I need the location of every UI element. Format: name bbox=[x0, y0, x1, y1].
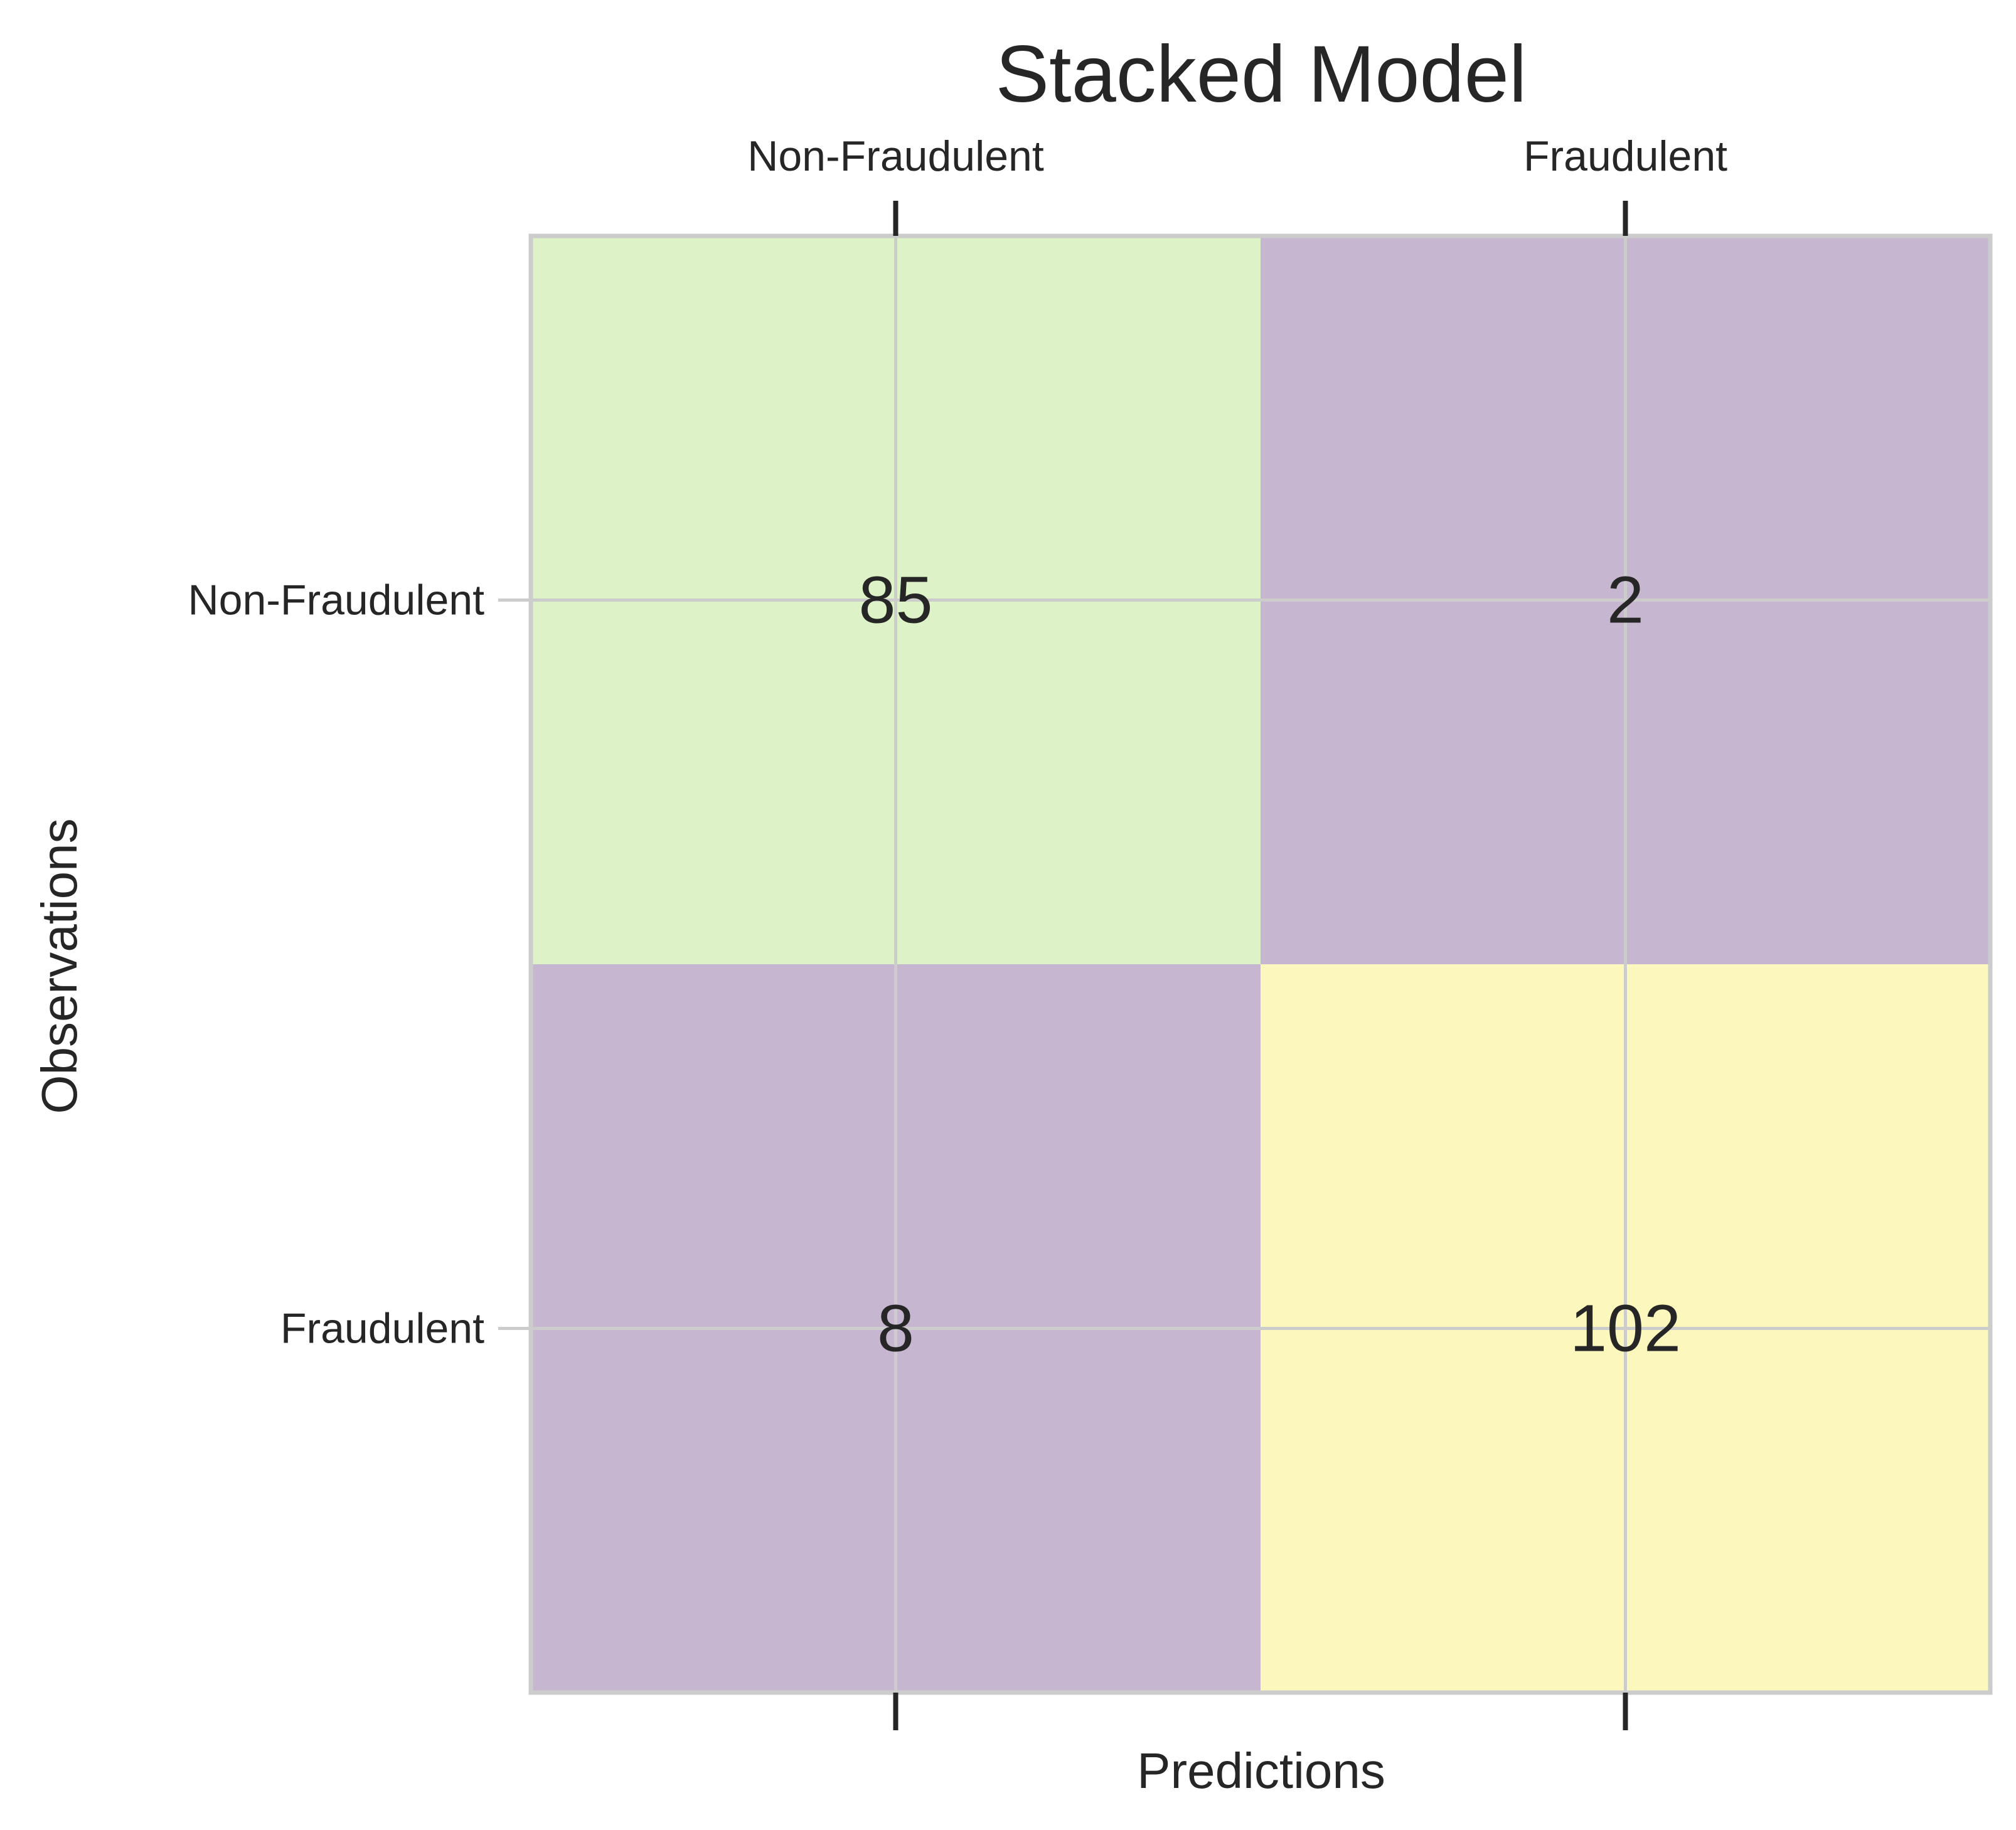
x-axis-label: Predictions bbox=[1137, 1743, 1385, 1799]
x-tick-label: Fraudulent bbox=[1523, 132, 1727, 180]
y-tick-label: Non-Fraudulent bbox=[188, 577, 485, 624]
cell-value-0-0: 85 bbox=[859, 563, 933, 637]
y-axis-label: Observations bbox=[31, 818, 87, 1114]
cell-value-labels: 85 2 8 102 bbox=[859, 563, 1681, 1366]
grid-lines bbox=[531, 236, 1990, 1693]
heatmap-cells bbox=[531, 236, 1990, 1693]
y-tick-label: Fraudulent bbox=[280, 1305, 484, 1353]
y-tick-labels: Non-Fraudulent Fraudulent bbox=[188, 577, 485, 1353]
x-tick-label: Non-Fraudulent bbox=[747, 132, 1044, 180]
x-tick-labels: Non-Fraudulent Fraudulent bbox=[747, 132, 1727, 180]
plot-frame bbox=[528, 233, 1993, 1695]
cell-value-1-0: 8 bbox=[877, 1292, 914, 1366]
cell-value-0-1: 2 bbox=[1607, 563, 1644, 637]
chart-title: Stacked Model bbox=[996, 29, 1527, 119]
cell-value-1-1: 102 bbox=[1570, 1292, 1681, 1366]
axis-ticks bbox=[498, 201, 1628, 1730]
